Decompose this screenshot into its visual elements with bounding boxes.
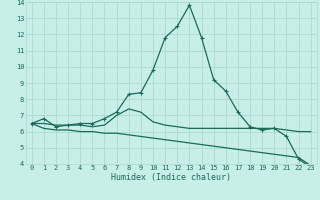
X-axis label: Humidex (Indice chaleur): Humidex (Indice chaleur) xyxy=(111,173,231,182)
